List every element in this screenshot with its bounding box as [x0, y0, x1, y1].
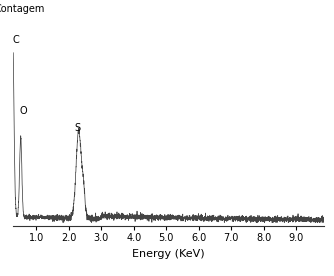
Text: C: C [13, 35, 19, 45]
X-axis label: Energy (KeV): Energy (KeV) [132, 249, 205, 259]
Text: S: S [74, 123, 80, 133]
Text: O: O [20, 106, 27, 116]
Text: Contagem: Contagem [0, 4, 45, 14]
